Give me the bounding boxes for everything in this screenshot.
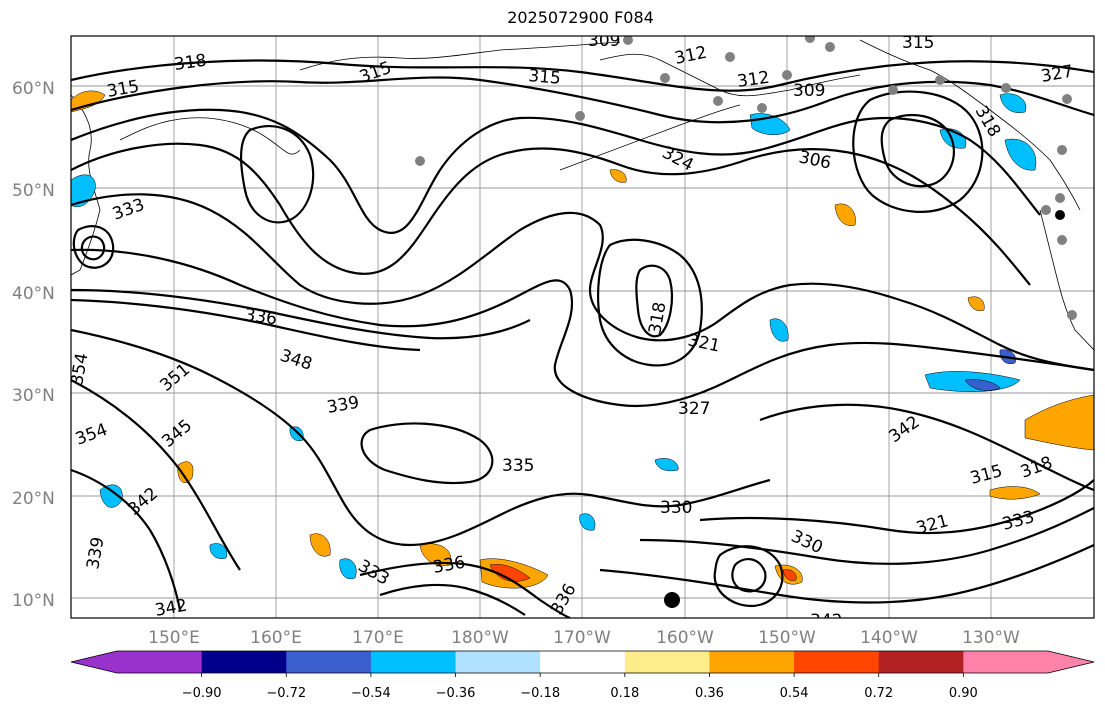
contour-label: 330 [660,498,692,518]
colorbar-swatch [963,651,1049,673]
lon-tick-label: 160°E [250,628,302,648]
lon-tick-label: 180°W [451,628,509,648]
lat-tick-label: 50°N [12,181,55,201]
colorbar-swatch [624,651,710,673]
lon-tick-label: 170°W [553,628,611,648]
lat-tick-label: 40°N [12,284,55,304]
colorbar-swatch [794,651,880,673]
colorbar-swatch [540,651,626,673]
contour-label: 335 [502,456,534,476]
colorbar-arrow-right [1048,651,1094,673]
colorbar-tick-label: −0.18 [520,686,560,701]
gridlines [71,36,1094,618]
colorbar-tick-label: −0.36 [436,686,476,701]
lon-axis: 150°E 160°E 170°E 180°W 170°W 160°W 150°… [148,628,1020,648]
map-title: 2025072900 F084 [507,8,654,27]
colorbar-labels: −0.90 −0.72 −0.54 −0.36 −0.18 0.18 0.36 … [182,686,978,701]
lon-tick-label: 170°E [352,628,404,648]
colorbar-swatch [370,651,457,673]
contour-label: 336 [243,305,278,329]
contour-label: 354 [67,351,92,386]
contour-label: 309 [588,31,620,51]
colorbar-swatch [117,651,203,673]
colorbar-tick-label: 0.72 [864,686,893,701]
colorbar-tick-label: −0.54 [351,686,391,701]
station-markers [415,36,1077,608]
contour-label: 312 [736,68,771,92]
lon-tick-label: 130°W [962,628,1020,648]
colorbar-tick-label: −0.90 [182,686,222,701]
shaded-field [71,90,1094,589]
colorbar-tick-label: −0.72 [266,686,306,701]
lat-axis: 60°N 50°N 40°N 30°N 20°N 10°N [12,79,55,611]
colorbar-tick-label: 0.90 [949,686,978,701]
colorbar [70,650,1095,677]
colorbar-swatch [455,651,541,673]
lat-tick-label: 10°N [12,591,55,611]
colorbar-swatch [286,651,372,673]
plot-frame [70,35,1095,619]
colorbar-outline [70,650,1095,674]
contour-label: 315 [528,66,562,89]
contour-label: 327 [678,399,710,419]
colorbar-tick-label: 0.18 [610,686,639,701]
contours [71,59,1094,618]
lat-tick-label: 60°N [12,79,55,99]
colorbar-swatch [709,651,795,673]
lon-tick-label: 140°W [860,628,918,648]
lon-tick-label: 150°E [148,628,200,648]
lon-tick-label: 150°W [758,628,816,648]
lat-tick-label: 30°N [12,386,55,406]
contour-label: 309 [793,81,825,101]
contour-label: 315 [902,33,934,53]
colorbar-swatch [878,651,964,673]
colorbar-tick-label: 0.36 [695,686,724,701]
contour-label: 318 [173,51,208,75]
colorbar-tick-label: 0.54 [780,686,809,701]
contour-label: 342 [153,596,188,621]
lon-tick-label: 160°W [656,628,714,648]
colorbar-arrow-left [71,651,117,673]
colorbar-swatch [201,651,287,673]
contour-label: 342 [810,611,842,631]
lat-tick-label: 20°N [12,489,55,509]
